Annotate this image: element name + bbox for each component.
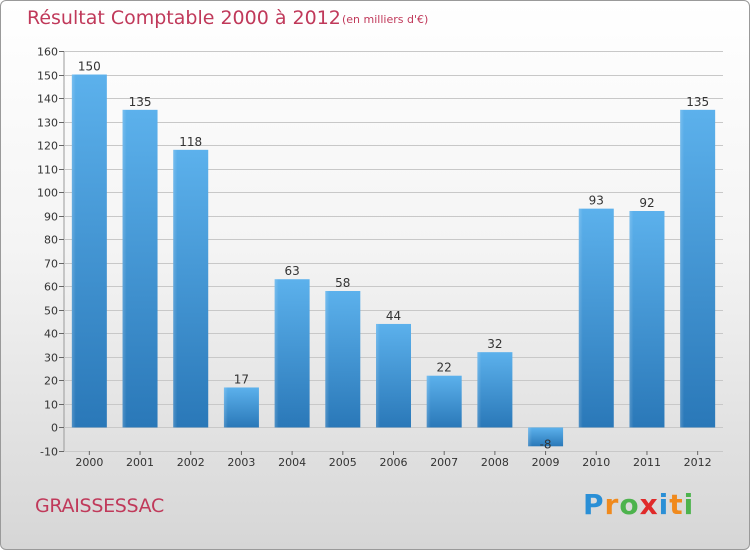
bar-value-label: 118 — [179, 135, 202, 149]
bar — [173, 149, 209, 428]
y-tick-label: 10 — [44, 399, 58, 412]
x-tick-label: 2000 — [75, 456, 103, 469]
bar-value-label: 58 — [335, 276, 350, 290]
bar-highlight — [122, 109, 127, 428]
x-tick-label: 2008 — [481, 456, 509, 469]
bar — [71, 74, 107, 428]
y-tick-label: 120 — [37, 140, 58, 153]
bar-value-label: 92 — [639, 196, 654, 210]
y-tick-label: 60 — [44, 281, 58, 294]
x-tick-label: 2012 — [684, 456, 712, 469]
y-tick-label: 130 — [37, 117, 58, 130]
x-tick-label: 2007 — [430, 456, 458, 469]
y-tick-label: 80 — [44, 234, 58, 247]
y-tick-label: 40 — [44, 328, 58, 341]
bar-highlight — [325, 291, 330, 428]
x-tick-label: 2011 — [633, 456, 661, 469]
y-tick-label: 20 — [44, 375, 58, 388]
bar — [376, 323, 411, 428]
bar-highlight — [376, 323, 380, 428]
bar-value-label: 32 — [487, 337, 502, 351]
y-tick-label: 30 — [44, 352, 58, 365]
bar-highlight — [426, 375, 431, 428]
logo-letter: o — [619, 488, 640, 521]
logo-letter: r — [604, 488, 620, 521]
y-tick-label: 140 — [37, 93, 58, 106]
chart-title: Résultat Comptable 2000 à 2012 — [27, 7, 341, 29]
bar-value-label: 17 — [234, 372, 249, 386]
y-tick-label: 70 — [44, 258, 58, 271]
proxiti-logo[interactable]: Proxiti — [583, 488, 694, 521]
bar-value-label: 63 — [284, 264, 299, 278]
y-tick-label: 100 — [37, 187, 58, 200]
y-tick-label: 150 — [37, 70, 58, 83]
logo-letter: x — [639, 488, 659, 521]
x-tick-label: 2005 — [329, 456, 357, 469]
bar-value-label: 135 — [686, 95, 709, 109]
y-tick-label: 50 — [44, 305, 58, 318]
bar-highlight — [173, 149, 178, 428]
bar-highlight — [629, 211, 634, 428]
bar-value-label: -8 — [540, 437, 552, 451]
bar-highlight — [477, 352, 482, 428]
bar-highlight — [223, 387, 228, 428]
bar — [223, 387, 259, 428]
x-tick-label: 2009 — [532, 456, 560, 469]
bar — [477, 352, 513, 428]
bar-highlight — [274, 279, 279, 428]
bar-value-label: 93 — [589, 194, 604, 208]
x-tick-label: 2002 — [177, 456, 205, 469]
bar-highlight — [528, 427, 533, 447]
commune-name: GRAISSESSAC — [35, 495, 164, 517]
bar — [274, 279, 310, 428]
bar-value-label: 22 — [437, 361, 452, 375]
logo-letter: P — [583, 488, 605, 521]
bar — [426, 375, 462, 428]
x-tick-label: 2006 — [380, 456, 408, 469]
bar-value-label: 150 — [78, 60, 101, 74]
logo-letter: i — [683, 488, 695, 521]
bar-highlight — [578, 208, 583, 428]
logo-letter: i — [658, 488, 670, 521]
bar-value-label: 44 — [386, 309, 401, 323]
bar-highlight — [71, 74, 76, 428]
chart-subtitle: (en milliers d'€) — [342, 13, 429, 26]
bar — [122, 109, 158, 428]
y-tick-label: 110 — [37, 164, 58, 177]
bar-highlight — [680, 109, 685, 428]
logo-letter: t — [669, 488, 684, 521]
x-tick-label: 2004 — [278, 456, 306, 469]
y-tick-label: 160 — [37, 46, 58, 59]
y-tick-label: -10 — [40, 446, 58, 459]
bar — [629, 211, 665, 428]
y-tick-label: 90 — [44, 211, 58, 224]
bar — [680, 109, 716, 428]
x-tick-label: 2003 — [227, 456, 255, 469]
bar — [528, 427, 564, 447]
bar — [325, 291, 361, 428]
bar — [578, 208, 614, 428]
y-tick-label: 0 — [51, 422, 58, 435]
x-tick-label: 2010 — [582, 456, 610, 469]
x-tick-label: 2001 — [126, 456, 154, 469]
bar-value-label: 135 — [129, 95, 152, 109]
